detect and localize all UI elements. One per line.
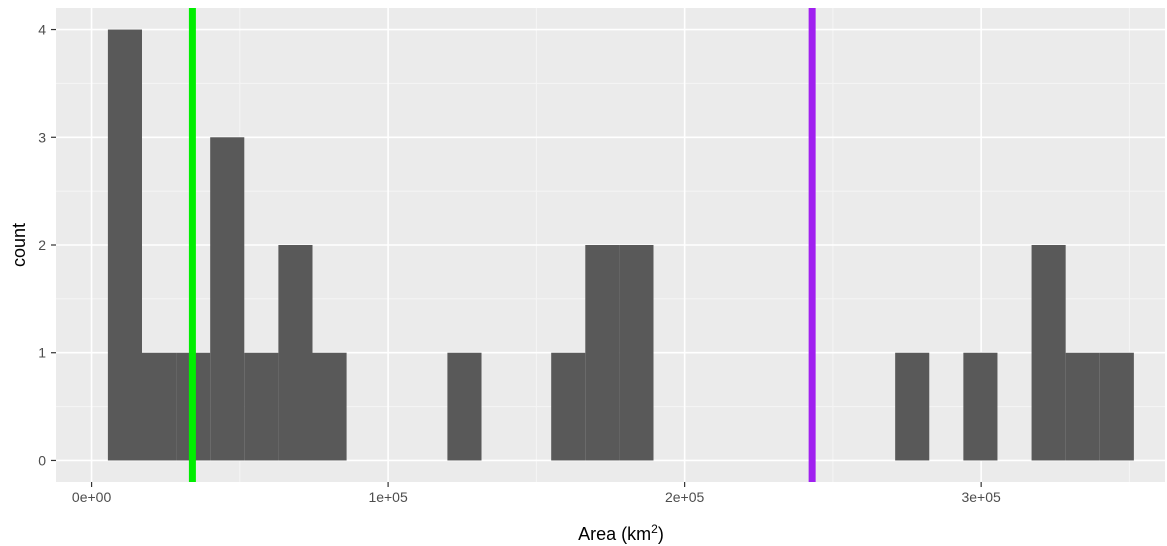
x-axis-title-superscript: 2 xyxy=(651,522,658,536)
y-tick-label: 2 xyxy=(38,237,46,253)
histogram-bar xyxy=(1099,352,1134,461)
x-tick-label: 1e+05 xyxy=(368,489,408,505)
histogram-bar xyxy=(107,29,142,461)
x-tick-label: 0e+00 xyxy=(72,489,112,505)
histogram-bar xyxy=(312,352,347,461)
y-tick-label: 3 xyxy=(38,129,46,145)
x-tick-label: 2e+05 xyxy=(665,489,705,505)
histogram-bar xyxy=(551,352,586,461)
histogram-bar xyxy=(141,352,177,461)
y-axis-title: count xyxy=(9,223,29,267)
x-tick-label: 3e+05 xyxy=(961,489,1001,505)
histogram-bar xyxy=(210,137,245,461)
histogram-bar xyxy=(963,352,998,461)
x-axis-title: Area (km2) xyxy=(578,522,664,544)
y-tick-label: 1 xyxy=(38,345,46,361)
histogram-bar xyxy=(447,352,482,461)
histogram-bar xyxy=(619,245,654,461)
x-axis: 0e+00 1e+05 2e+05 3e+05 xyxy=(72,482,1001,505)
histogram-bar xyxy=(244,352,279,461)
y-tick-label: 4 xyxy=(38,22,46,38)
histogram-bar xyxy=(895,352,930,461)
reference-lines xyxy=(188,8,816,482)
y-tick-label: 0 xyxy=(38,452,46,468)
histogram-bar xyxy=(1065,352,1100,461)
histogram-bar xyxy=(1031,245,1066,461)
y-axis: 0 1 2 3 4 xyxy=(38,22,56,468)
histogram-bar xyxy=(278,245,313,461)
histogram-bar xyxy=(585,245,620,461)
histogram-bars xyxy=(107,29,1134,461)
